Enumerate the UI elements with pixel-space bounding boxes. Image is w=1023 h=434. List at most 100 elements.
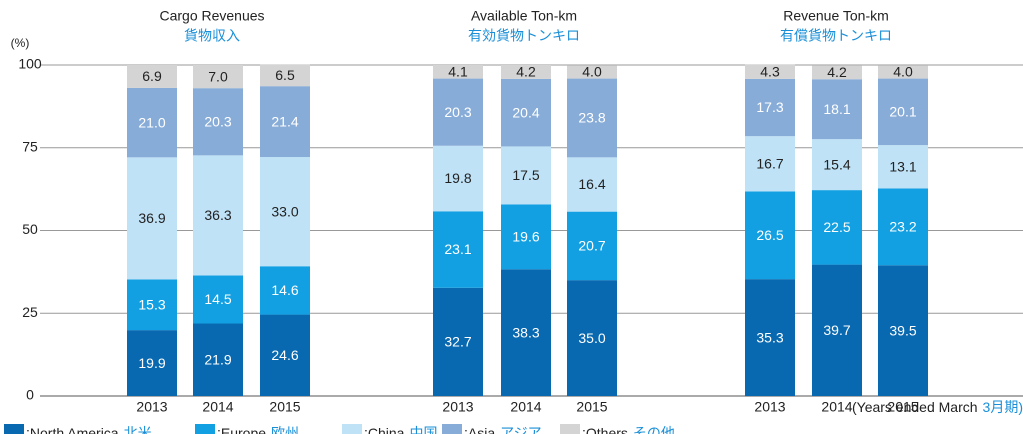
data-label: 13.1 (889, 158, 916, 174)
bar-segment (260, 64, 310, 87)
x-tick-label: 2014 (202, 399, 233, 415)
data-label: 32.7 (444, 334, 471, 350)
y-tick-label: 100 (18, 56, 42, 72)
legend-text-ja: その他 (633, 425, 675, 434)
legend-swatch (195, 424, 215, 434)
data-label: 4.2 (516, 64, 536, 80)
data-label: 16.7 (756, 156, 783, 172)
bar-segment (260, 157, 310, 267)
bar-segment (567, 78, 617, 158)
bar-segment (745, 136, 795, 192)
x-tick-label: 2013 (442, 399, 473, 415)
legend-text-ja: 北米 (124, 425, 152, 434)
chart-subtitle: 有効貨物トンキロ (468, 28, 580, 44)
bar-segment (501, 269, 551, 396)
bar-segment (260, 266, 310, 315)
legend-entry: :North America 北米 (26, 425, 152, 434)
chart-subtitle: 有償貨物トンキロ (780, 28, 892, 44)
data-label: 23.8 (578, 110, 605, 126)
data-label: 17.5 (512, 167, 539, 183)
x-tick-label: 2013 (136, 399, 167, 415)
bar-segment (501, 204, 551, 270)
legend-text: North America (30, 425, 119, 434)
data-label: 20.3 (444, 104, 471, 120)
legend-swatch (4, 424, 24, 434)
data-label: 23.2 (889, 219, 916, 235)
bar-segment (127, 279, 177, 331)
data-label: 22.5 (823, 219, 850, 235)
legend-text-ja: アジア (500, 425, 541, 434)
bar-segment (501, 65, 551, 79)
data-label: 19.6 (512, 228, 539, 244)
legend-text: Asia (468, 425, 495, 434)
data-label: 4.0 (893, 64, 913, 80)
data-label: 39.5 (889, 322, 916, 338)
data-label: 20.7 (578, 238, 605, 254)
x-tick-label: 2014 (821, 399, 852, 415)
legend-text-ja: 欧州 (271, 425, 299, 434)
data-label: 20.1 (889, 104, 916, 120)
data-label: 17.3 (756, 99, 783, 115)
bar-segment (127, 157, 177, 280)
legend-text: China (368, 425, 405, 434)
bar-segment (812, 139, 862, 191)
bar-segment (193, 275, 243, 324)
legend-text-ja: 中国 (409, 425, 437, 434)
bar-segment (567, 211, 617, 281)
y-axis-label: (%) (11, 36, 30, 50)
data-label: 19.8 (444, 170, 471, 186)
data-label: 36.3 (204, 207, 231, 223)
data-label: 36.9 (138, 210, 165, 226)
bar-segment (433, 287, 483, 396)
data-label: 15.4 (823, 156, 850, 172)
data-label: 16.4 (578, 176, 605, 192)
data-label: 35.3 (756, 329, 783, 345)
bar-segment (433, 78, 483, 146)
bar-segment (567, 280, 617, 396)
bar-segment (127, 330, 177, 396)
chart-title: Revenue Ton-km (783, 8, 889, 24)
bar-segment (878, 78, 928, 146)
data-label: 7.0 (208, 68, 228, 84)
data-label: 15.3 (138, 297, 165, 313)
bar-segment (878, 265, 928, 396)
data-label: 4.1 (448, 63, 468, 79)
bar-segment (433, 145, 483, 212)
footnote-ja: 3月期) (983, 399, 1023, 415)
footnote: (Years ended March 3月期) (852, 399, 1023, 415)
data-label: 21.4 (271, 113, 298, 129)
legend-swatch (342, 424, 362, 434)
bar-segment (745, 64, 795, 79)
bar-segment (501, 78, 551, 147)
legend-entry: :China 中国 (364, 425, 437, 434)
legend-swatch (442, 424, 462, 434)
data-label: 35.0 (578, 330, 605, 346)
bar-segment (193, 323, 243, 396)
bar-segment (812, 264, 862, 396)
y-tick-label: 25 (22, 304, 38, 320)
bar-segment (127, 87, 177, 158)
footnote-en: (Years ended March (852, 399, 978, 415)
data-label: 38.3 (512, 324, 539, 340)
bar-segment (433, 211, 483, 288)
bar-segment (878, 188, 928, 266)
x-tick-label: 2015 (576, 399, 607, 415)
data-label: 6.5 (275, 67, 295, 83)
data-label: 14.5 (204, 291, 231, 307)
x-tick-label: 2015 (269, 399, 300, 415)
data-label: 4.2 (827, 64, 847, 80)
bar-segment (193, 65, 243, 89)
data-label: 23.1 (444, 241, 471, 257)
legend-text: Others (586, 425, 628, 434)
y-tick-label: 75 (22, 138, 38, 154)
bar-segment (878, 65, 928, 79)
data-label: 14.6 (271, 282, 298, 298)
chart-subtitle: 貨物収入 (184, 28, 240, 44)
legend-text: Europe (221, 425, 266, 434)
data-label: 39.7 (823, 322, 850, 338)
bar-segment (127, 65, 177, 88)
bar-segment (878, 145, 928, 189)
bar-segment (567, 65, 617, 79)
x-tick-label: 2015 (887, 399, 918, 415)
